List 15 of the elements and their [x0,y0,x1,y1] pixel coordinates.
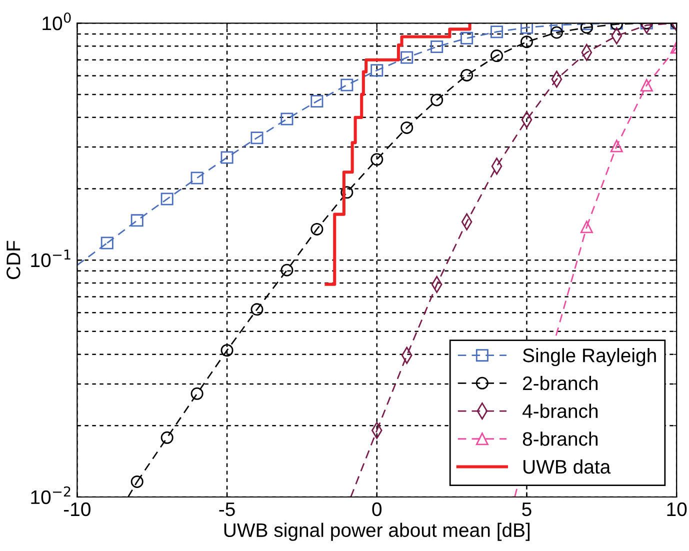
x-tick-label: 0 [372,502,382,516]
x-tick-label: 10 [667,502,687,516]
y-tick-label: 10$^{0}$ [42,12,71,30]
legend-label: 2-branch [523,376,598,390]
legend-label: UWB data [524,459,611,474]
x-tick-label: 5 [522,502,532,516]
x-axis-title: UWB signal power about mean [dB] [224,522,530,541]
legend-label: 4-branch [522,404,598,418]
y-axis-title: CDF [6,240,20,280]
legend-label: 8-branch [522,432,598,446]
x-tick-label: -10 [64,502,90,516]
legend-label: Single Rayleigh [522,348,656,366]
y-tick-label: 10$^{−1}$ [31,250,70,268]
y-tick-label: 10$^{−2}$ [31,486,70,504]
x-tick-label: -5 [219,502,235,516]
